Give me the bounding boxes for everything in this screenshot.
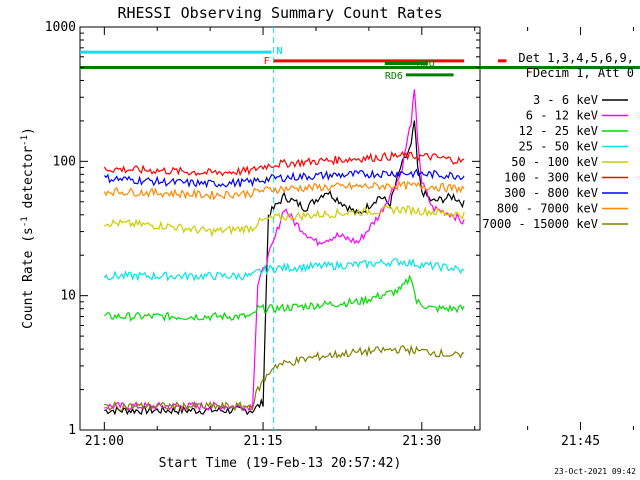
y-axis-label-sup1: -1 bbox=[20, 216, 30, 227]
y-tick-label: 100 bbox=[53, 154, 76, 169]
legend-header-1: Det 1,3,4,5,6,9, bbox=[518, 51, 634, 65]
x-tick-label: 21:00 bbox=[85, 434, 124, 449]
y-tick-label: 1 bbox=[68, 423, 76, 438]
y-axis-label-main: Count Rate (s bbox=[21, 227, 36, 329]
chart-title: RHESSI Observing Summary Count Rates bbox=[117, 4, 442, 22]
legend: Det 1,3,4,5,6,9, FDecim 1, Att 0 3 - 6 k… bbox=[482, 51, 634, 231]
flag-label: F bbox=[264, 56, 270, 67]
legend-entry-label: 100 - 300 keV bbox=[504, 171, 598, 185]
legend-entry-label: 300 - 800 keV bbox=[504, 186, 598, 200]
y-axis-label-sup2: -1 bbox=[20, 135, 30, 146]
legend-entry-label: 6 - 12 keV bbox=[526, 109, 598, 123]
series-line bbox=[103, 179, 465, 201]
series-line bbox=[103, 257, 465, 282]
flag-label: N bbox=[277, 46, 283, 57]
y-tick-label: 10 bbox=[60, 289, 76, 304]
y-axis-label-end: ) bbox=[21, 127, 36, 135]
x-tick-label: 21:45 bbox=[561, 434, 600, 449]
series-line bbox=[103, 150, 465, 177]
y-axis-label: Count Rate (s-1 detector-1) bbox=[20, 127, 36, 329]
legend-entry-label: 12 - 25 keV bbox=[519, 124, 598, 138]
legend-entry-label: 25 - 50 keV bbox=[519, 140, 598, 154]
flag-label: N bbox=[277, 46, 283, 57]
legend-entry-label: 7000 - 15000 keV bbox=[482, 217, 598, 231]
series-line bbox=[104, 344, 465, 412]
plot-frame bbox=[79, 26, 481, 431]
x-axis-label: Start Time (19-Feb-13 20:57:42) bbox=[159, 456, 402, 471]
legend-entry-label: 3 - 6 keV bbox=[533, 93, 598, 107]
x-tick-label: 21:15 bbox=[243, 434, 282, 449]
timestamp: 23-Oct-2021 09:42 bbox=[554, 467, 636, 476]
legend-header-2: FDecim 1, Att 0 bbox=[526, 66, 634, 80]
legend-entry-label: 50 - 100 keV bbox=[511, 155, 598, 169]
flag-label: RDO bbox=[417, 58, 435, 69]
series-line bbox=[103, 274, 465, 323]
series-line bbox=[103, 168, 465, 189]
y-axis-label-mid: detector bbox=[21, 146, 36, 217]
y-tick-label: 1000 bbox=[45, 20, 76, 35]
legend-entry-label: 800 - 7000 keV bbox=[497, 202, 598, 216]
flag-label: RD6 bbox=[385, 71, 403, 82]
series-line bbox=[104, 205, 465, 238]
x-tick-label: 21:30 bbox=[402, 434, 441, 449]
series-line bbox=[104, 89, 465, 412]
